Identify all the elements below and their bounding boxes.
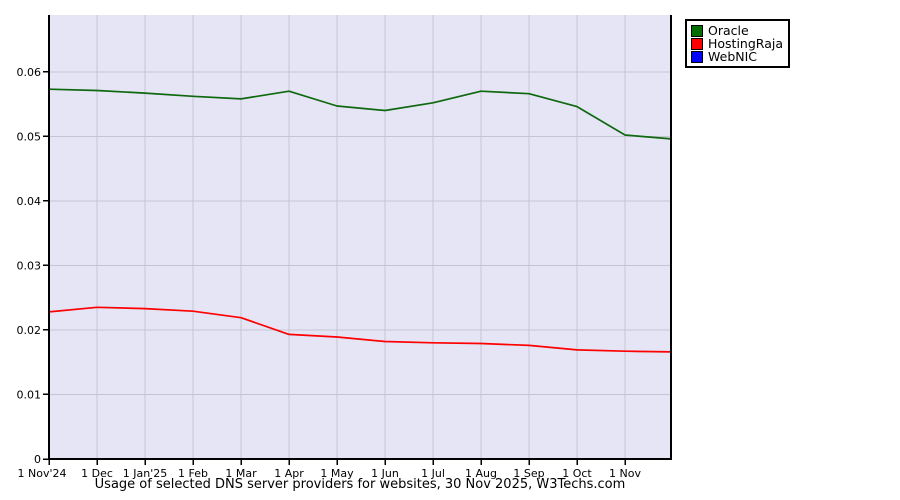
x-tick-label: 1 Jul [421,467,445,480]
plot-area [49,15,671,459]
x-tick-label: 1 Sep [513,467,544,480]
hostingraja-swatch [691,37,703,50]
y-tick-label: 0.05 [17,130,42,143]
legend-item-hostingraja: HostingRaja [691,37,784,50]
legend-label-webnic: WebNIC [708,49,758,64]
x-tick-label: 1 Aug [465,467,497,480]
x-tick-label: 1 Feb [178,467,208,480]
legend-label-oracle: Oracle [708,23,749,38]
y-tick-label: 0.02 [17,324,42,337]
legend: Oracle HostingRaja WebNIC [685,19,790,68]
x-tick-label: 1 Oct [562,467,592,480]
x-tick-label: 1 Jun [371,467,399,480]
x-tick-label: 1 Nov [609,467,641,480]
figure-caption: Usage of selected DNS server providers f… [94,477,626,492]
legend-label-hostingraja: HostingRaja [708,36,783,51]
series-line-oracle [48,88,672,140]
y-tick-label: 0.06 [17,66,42,79]
y-tick-label: 0 [34,453,41,466]
webnic-swatch [691,50,703,63]
legend-item-oracle: Oracle [691,24,784,37]
y-tick-label: 0.04 [17,195,42,208]
y-tick-label: 0.03 [17,259,42,272]
x-tick-label: 1 Mar [225,467,257,480]
x-tick-label: 1 May [320,467,354,480]
axis-frame [48,15,672,460]
legend-item-webnic: WebNIC [691,50,784,63]
series-line-hostingraja [48,306,672,353]
x-tick-label: 1 Nov'24 [18,467,67,480]
x-tick-label: 1 Jan'25 [123,467,167,480]
x-tick-label: 1 Apr [274,467,304,480]
y-tick-label: 0.01 [17,388,42,401]
oracle-swatch [691,24,703,37]
x-tick-label: 1 Dec [81,467,113,480]
